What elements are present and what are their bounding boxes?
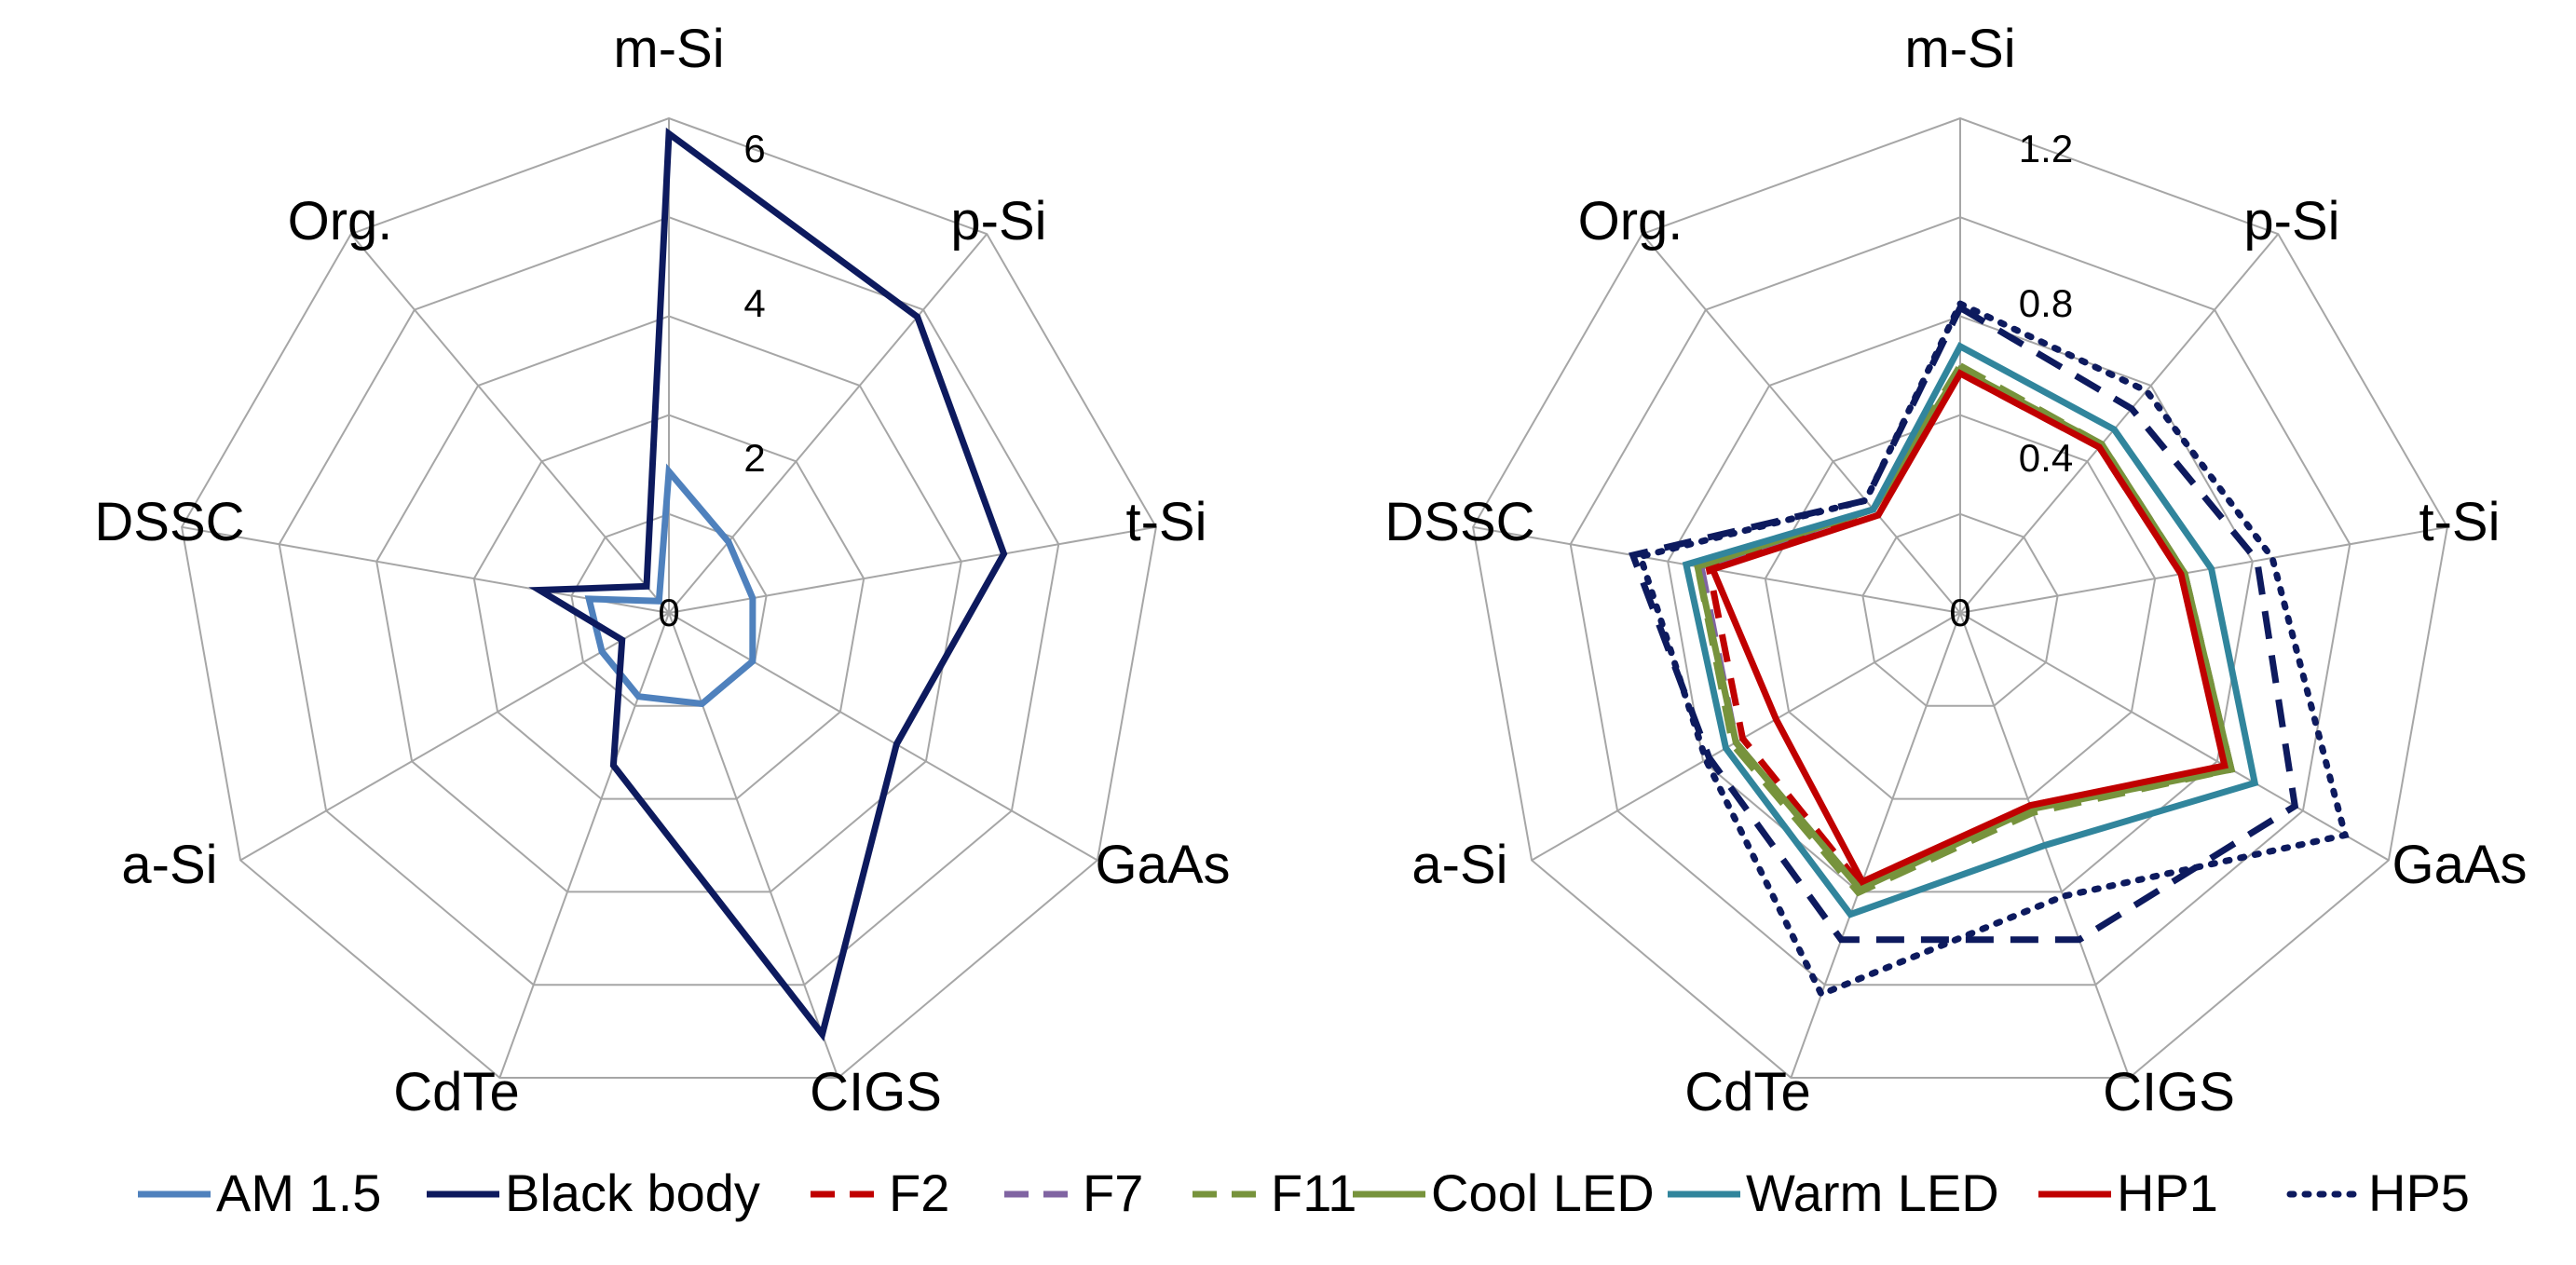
axis-label-gaas: GaAs [1095,835,1230,895]
axis-label-cdte: CdTe [393,1062,519,1122]
axis-label-t-si: t-Si [2419,492,2501,552]
spoke-a-si [1531,612,1961,862]
legend-label-cool-led: Cool LED [1431,1163,1655,1222]
axis-label-org: Org. [1578,191,1683,252]
grid-ring [1569,216,2351,986]
axis-label-p-si: p-Si [2243,191,2339,252]
axis-label-p-si: p-Si [950,191,1046,252]
legend-label-am-1-5: AM 1.5 [216,1163,381,1222]
tick-label: 4 [743,281,765,325]
grid-ring [1667,315,2254,893]
grid-ring [1861,512,2059,707]
spoke-cdte [498,612,670,1079]
grid-ring [1764,414,2157,800]
grid-ring [570,512,768,707]
legend-label-warm-led: Warm LED [1746,1163,1999,1222]
tick-label: 0.4 [2019,436,2073,480]
spoke-a-si [239,612,670,862]
legend-label-hp1: HP1 [2117,1163,2218,1222]
tick-label: 0.8 [2019,281,2073,325]
axis-label-m-si: m-Si [1904,19,2015,79]
legend-label-f7: F7 [1083,1163,1143,1222]
axis-label-dssc: DSSC [94,492,244,552]
axis-label-a-si: a-Si [1411,835,1507,895]
series-warm-led [1682,342,2259,918]
axis-label-cigs: CIGS [810,1062,942,1122]
legend-label-f11: F11 [1271,1163,1356,1222]
spoke-gaas [668,612,1098,862]
grid-ring [472,414,865,800]
axis-label-cigs: CIGS [2103,1062,2235,1122]
series-am-1-5 [584,463,756,708]
spoke-p-si [1959,233,2280,614]
left-radar-chart: 0 2 4 6 m-Si p-Si t-Si GaAs CIGS CdTe a-Si DSSC Org. [94,19,1230,1122]
axis-label-org: Org. [288,191,393,252]
tick-label: 1.2 [2019,127,2073,170]
spoke-gaas [1959,612,2390,862]
axis-label-cdte: CdTe [1684,1062,1810,1122]
legend-label-hp5: HP5 [2368,1163,2470,1222]
tick-label: 0 [1949,591,1970,634]
legend-label-f2: F2 [889,1163,949,1222]
grid-ring [1472,116,2448,1079]
series-black-body [528,127,1008,1041]
series-hp1 [1708,369,2229,887]
grid-ring [278,216,1060,986]
spoke-cigs [668,612,839,1079]
tick-label: 0 [658,591,679,634]
tick-label: 2 [743,436,765,480]
right-radar-chart: 0 0.4 0.8 1.2 m-Si p-Si t-Si GaAs CIGS CdTe a-Si DS… [1384,19,2527,1122]
legend-label-black-body: Black body [505,1163,760,1222]
spoke-org [349,233,670,614]
axis-label-a-si: a-Si [121,835,217,895]
spoke-org [1641,233,1961,614]
axis-label-t-si: t-Si [1126,492,1207,552]
chart-legend: AM 1.5 Black body F2 F7 F11 Cool LED Warm LED H… [138,1163,2470,1222]
spoke-p-si [668,233,988,614]
tick-label: 6 [743,127,765,170]
spoke-t-si [1959,525,2448,614]
grid-ring [181,116,1157,1079]
series-hp5 [1636,299,2350,999]
spoke-cdte [1790,612,1961,1079]
axis-label-m-si: m-Si [613,19,724,79]
axis-label-gaas: GaAs [2392,835,2527,895]
axis-label-dssc: DSSC [1384,492,1534,552]
grid-ring [375,315,962,893]
